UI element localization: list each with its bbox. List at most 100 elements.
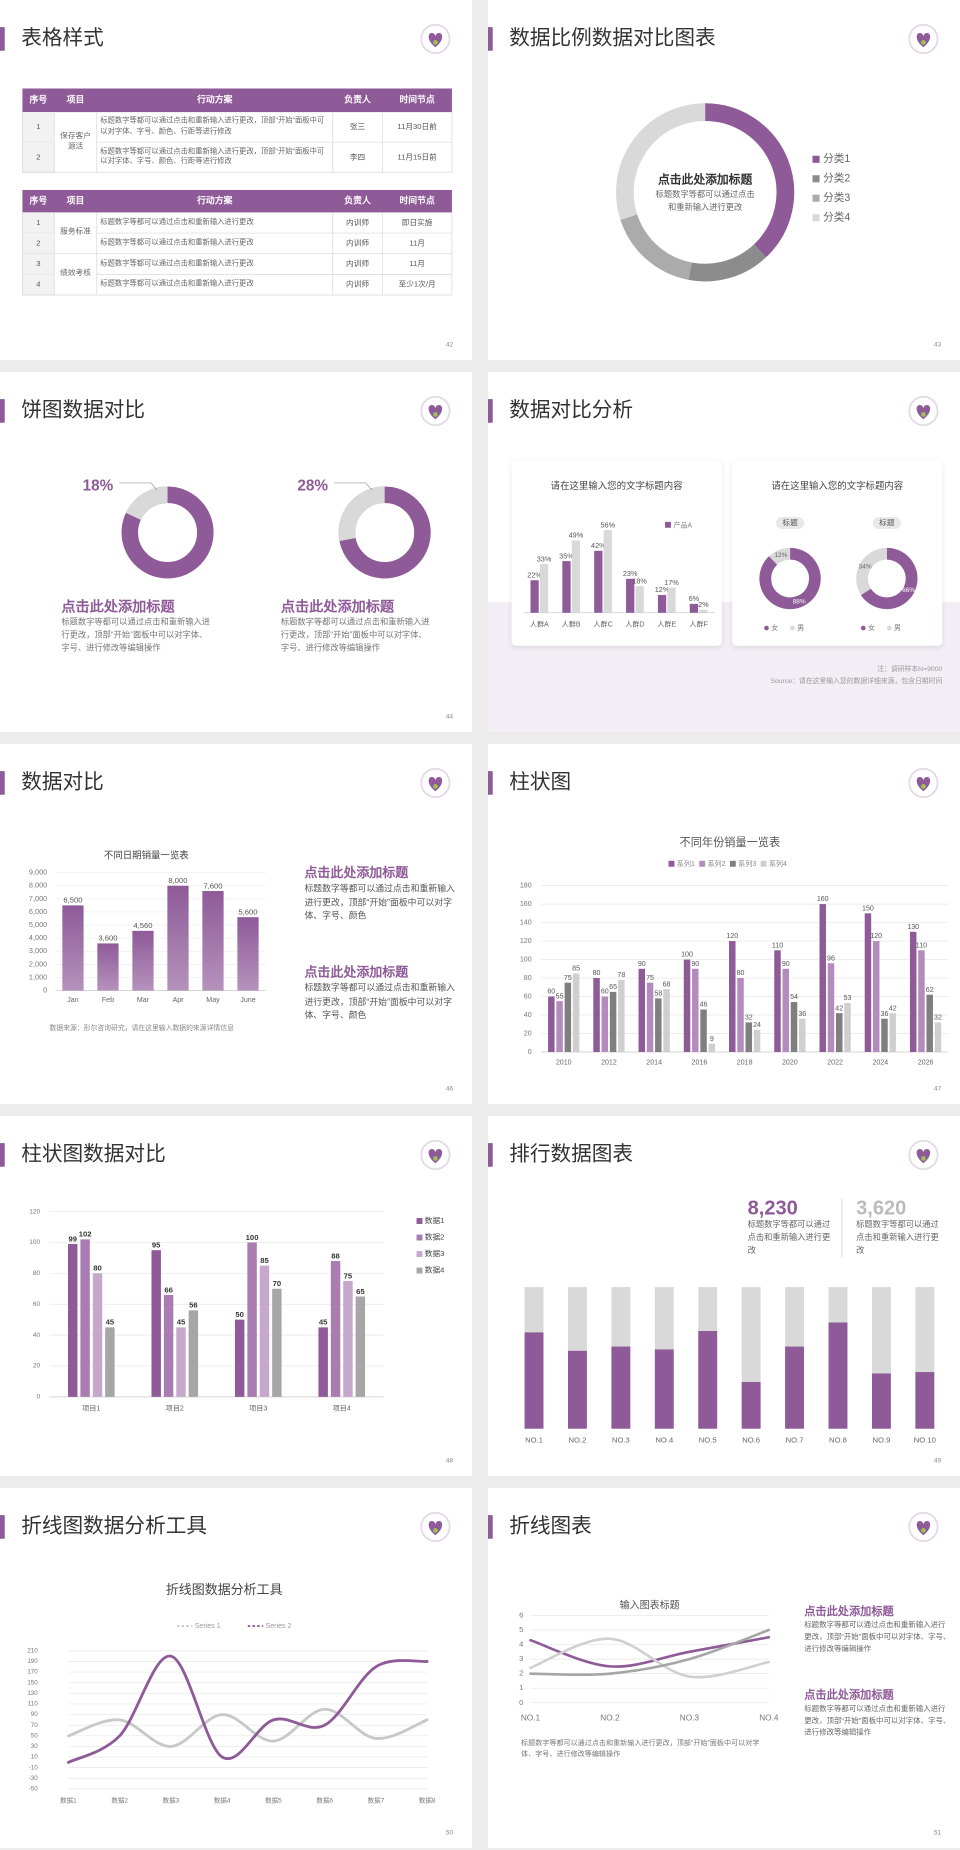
table-cell: 1: [36, 122, 40, 131]
bar: [635, 586, 644, 613]
note: 数据来源：形尔咨询研究，请在这里输入数据的来源详情信息: [50, 1023, 235, 1032]
legend-label: 系列1: [677, 859, 695, 868]
y-tick-label: 6,000: [29, 907, 47, 916]
x-tick-label: Jan: [67, 996, 78, 1004]
legend-swatch: [416, 1251, 423, 1258]
note: 注：调研样本N=9000: [877, 664, 942, 673]
table-cell: 3: [36, 259, 40, 268]
y-tick-label: 5,000: [29, 920, 47, 929]
legend-label: 分类2: [823, 172, 850, 185]
logo-dot: [921, 784, 926, 789]
table-cell: 4: [36, 280, 41, 289]
slide-title: 表格样式: [21, 26, 104, 49]
legend-swatch: [665, 521, 671, 528]
slide: 饼图数据对比 44 18% 点击此处添加标题 标题数字等都可以通过点击和重新输入进行更改…: [0, 372, 472, 732]
data-label: 90: [691, 960, 699, 968]
legend-label: Series 2: [266, 1622, 292, 1630]
bar: [524, 1332, 544, 1429]
legend-swatch: [416, 1234, 423, 1241]
tag: [775, 517, 805, 529]
y-tick-label: 7,000: [29, 894, 47, 903]
logo-dot: [433, 784, 438, 789]
bar: [871, 1373, 891, 1429]
x-tick-label: NO.10: [914, 1436, 936, 1445]
slide-title: 数据比例数据对比图表: [509, 26, 715, 49]
slide: 数据对比分析45请在这里输入您的文字标题内容人群A22%33%人群B35%49%…: [488, 372, 960, 732]
y-tick-label: 6: [519, 1610, 523, 1619]
y-tick-label: 9,000: [29, 868, 47, 877]
slide-content: 折线图表 51 输入图表标题 0 1 2 3 4 5 6 NO.1 NO.2 NO.3 NO.4 标题数字等…: [488, 1488, 960, 1848]
paragraph-box: 标题数字等都可以通过点击和重新输入进行更改，顶部“开始”面板中可以对字体、字号、…: [804, 1705, 950, 1736]
bar: [568, 1350, 587, 1429]
bar: [247, 1242, 257, 1397]
slide-canvas: 饼图数据对比 44 18% 点击此处添加标题标题数字等都可以通过点击和重新输入进行更改…: [0, 395, 454, 720]
donut-segment: [856, 547, 888, 595]
y-tick-label: 4,000: [29, 933, 47, 942]
table-cell: 标题数字等都可以通过点击和重新输入进行更改: [100, 279, 254, 288]
page-number: 46: [446, 1085, 454, 1092]
index-cell: [22, 233, 55, 254]
y-tick-label: 150: [27, 1679, 38, 1686]
table-cell-box: 标题数字等都可以通过点击和重新输入进行更改: [100, 218, 253, 226]
x-tick-label: 2014: [646, 1058, 662, 1066]
legend-swatch: [416, 1218, 423, 1224]
bar: [167, 885, 189, 991]
y-tick-label: 120: [520, 937, 532, 945]
bar: [594, 550, 603, 613]
data-label: 80: [93, 1264, 102, 1273]
slide: 数据比例数据对比图表 43 点击此处添加标题 标题数字等都可以通过点击和重新输入进行更…: [488, 0, 960, 360]
legend-label: 女: [771, 623, 778, 632]
legend-swatch: [812, 155, 820, 163]
bar: [790, 1002, 798, 1052]
y-tick-label: 0: [519, 1698, 523, 1707]
stat-text-box: 标题数字等都可以通过点击和重新输入进行更改: [748, 1221, 831, 1255]
legend-label: 数据1: [425, 1215, 445, 1225]
data-label: 42: [835, 1004, 843, 1012]
data-label: 45: [319, 1318, 328, 1327]
data-label: 45: [106, 1318, 115, 1327]
bar: [355, 1296, 366, 1397]
data-label: 50: [235, 1310, 244, 1319]
line: [67, 1654, 429, 1764]
bar: [601, 996, 609, 1052]
table-header-cell: 时间节点: [399, 195, 434, 206]
slide: 表格样式 42 序号 项目 行动方案 负责人 时间节点 1 标题数字等都可以通过点击和重新输入进…: [0, 0, 472, 360]
logo-heart: [916, 1149, 931, 1164]
table-header-cell: 行动方案: [196, 195, 232, 206]
tag: [872, 517, 901, 529]
bar: [593, 978, 600, 1052]
x-tick-label: NO.4: [759, 1713, 779, 1722]
x-tick-label: 人群B: [562, 619, 581, 628]
title-accent: [488, 399, 493, 423]
logo-heart: [428, 33, 443, 48]
title-accent: [0, 27, 5, 51]
stat-text: 标题数字等都可以通过点击和重新输入进行更改: [856, 1221, 939, 1255]
bar: [646, 982, 654, 1052]
slide-content: 数据对比分析45请在这里输入您的文字标题内容人群A22%33%人群B35%49%…: [488, 372, 960, 732]
legend-swatch: [860, 625, 866, 631]
logo-heart: [428, 1149, 443, 1164]
y-tick-label: 10: [31, 1754, 38, 1761]
y-tick-label: 1: [519, 1683, 523, 1692]
x-tick-label: 2022: [827, 1058, 843, 1066]
table-cell: 张三: [350, 122, 366, 131]
chart-title: 输入图表标题: [620, 1599, 680, 1612]
data-label: 62: [926, 986, 934, 994]
bar: [667, 587, 676, 613]
index-cell: [22, 253, 55, 275]
bar: [151, 1250, 161, 1397]
bar: [918, 950, 925, 1052]
slide-content: 柱状图数据对比 48 0 20 40 60 80 100 120 项目1 99 102 80 45 项目2 9…: [0, 1116, 472, 1476]
legend-label: 分类3: [823, 191, 850, 204]
table-cell-box: 标题数字等都可以通过点击和重新输入进行更改，顶部“开始”面板中可以对字体、字号、…: [100, 147, 324, 165]
logo-dot: [921, 1528, 926, 1533]
bar: [237, 917, 259, 991]
y-tick-label: 110: [28, 1701, 38, 1708]
tag-label: 标题: [782, 517, 798, 527]
logo-dot: [921, 412, 926, 417]
y-tick-label: 0: [43, 986, 47, 995]
x-tick-label: 2010: [556, 1058, 572, 1066]
legend-swatch: [812, 175, 820, 183]
legend-label: 男: [894, 624, 901, 632]
